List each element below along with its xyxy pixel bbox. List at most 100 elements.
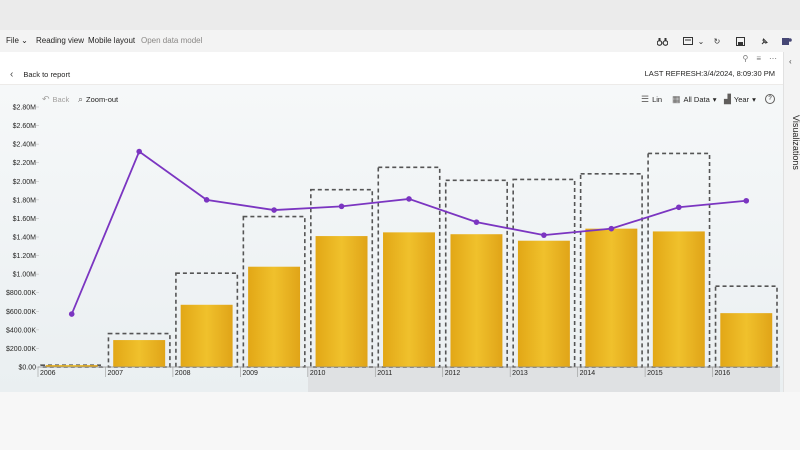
y-tick-label: $2.80M bbox=[13, 105, 37, 112]
y-tick-label: $1.20M bbox=[13, 253, 37, 260]
x-tick-label: 2012 bbox=[445, 370, 461, 377]
last-refresh-label: LAST REFRESH:3/4/2024, 8:09:30 PM bbox=[644, 69, 775, 78]
visualizations-pane-label: Visualizations bbox=[791, 115, 800, 170]
chevron-left-icon: ‹ bbox=[10, 69, 14, 80]
zoom-out-label: Zoom-out bbox=[86, 95, 119, 104]
x-axis-scroll-band[interactable] bbox=[308, 367, 780, 392]
y-tick-label: $2.40M bbox=[13, 142, 37, 149]
all-data-label: All Data bbox=[683, 95, 710, 104]
x-tick-label: 2009 bbox=[242, 370, 258, 377]
y-tick-label: $1.60M bbox=[13, 216, 37, 223]
binoculars-icon[interactable] bbox=[656, 35, 668, 47]
back-to-report-link[interactable]: ‹ Back to report bbox=[10, 69, 70, 80]
bar[interactable] bbox=[248, 266, 301, 367]
chart-back-button[interactable]: ↶ Back bbox=[42, 94, 69, 105]
help-icon: ? bbox=[765, 94, 775, 104]
save-icon[interactable] bbox=[734, 35, 746, 47]
bar[interactable] bbox=[45, 365, 98, 367]
all-data-dropdown[interactable]: ▦ All Data ▾ bbox=[672, 94, 717, 105]
x-tick-label: 2011 bbox=[377, 370, 392, 377]
filter-icon[interactable]: ≡ bbox=[756, 54, 761, 63]
open-data-model-button[interactable]: Open data model bbox=[141, 36, 203, 45]
x-tick-label: 2007 bbox=[107, 370, 123, 377]
target-outline[interactable] bbox=[714, 285, 778, 368]
undo-arrow-icon: ↶ bbox=[42, 94, 50, 104]
help-button[interactable]: ? bbox=[765, 94, 775, 104]
x-tick-label: 2016 bbox=[715, 370, 731, 377]
chevron-left-icon[interactable]: ‹ bbox=[789, 57, 792, 66]
x-tick-label: 2010 bbox=[310, 370, 326, 377]
bar[interactable] bbox=[585, 228, 638, 367]
x-tick-label: 2006 bbox=[40, 370, 56, 377]
visualizations-pane[interactable]: ‹ Visualizations bbox=[783, 52, 800, 392]
target-outline[interactable] bbox=[242, 215, 306, 368]
file-menu[interactable]: File ⌄ bbox=[6, 36, 28, 45]
x-tick-label: 2013 bbox=[512, 370, 528, 377]
teams-icon[interactable] bbox=[781, 35, 793, 47]
line-point[interactable] bbox=[541, 232, 547, 238]
chevron-down-icon[interactable]: ⌄ bbox=[697, 36, 705, 46]
pin-visual-icon[interactable]: ⚲ bbox=[742, 54, 749, 63]
line-point[interactable] bbox=[338, 203, 345, 210]
target-outline[interactable] bbox=[579, 173, 643, 368]
y-tick-label: $0.00 bbox=[18, 365, 36, 372]
line-scale-icon: ☰ bbox=[641, 94, 650, 104]
line-point[interactable] bbox=[203, 197, 210, 203]
view-icon[interactable] bbox=[682, 35, 694, 47]
y-tick-label: $1.00M bbox=[13, 272, 37, 279]
line-point[interactable] bbox=[473, 219, 480, 225]
back-to-report-label: Back to report bbox=[23, 70, 71, 79]
bottom-area bbox=[0, 392, 800, 450]
caret-down-icon: ▾ bbox=[712, 95, 717, 104]
bar[interactable] bbox=[450, 234, 503, 367]
target-outline[interactable] bbox=[647, 152, 711, 368]
chart-panel: ↶ Back ⌕ Zoom-out ☰ Lin ▦ All Data ▾ ▟ Y… bbox=[0, 85, 783, 392]
line-point[interactable] bbox=[608, 225, 615, 232]
line-point[interactable] bbox=[68, 311, 75, 317]
bar[interactable] bbox=[180, 304, 233, 367]
magnifier-icon: ⌕ bbox=[78, 94, 84, 104]
chart-back-label: Back bbox=[52, 95, 70, 104]
bar[interactable] bbox=[383, 232, 435, 367]
y-tick-label: $2.60M bbox=[13, 123, 37, 130]
linear-scale-button[interactable]: ☰ Lin bbox=[641, 94, 662, 105]
refresh-icon[interactable]: ↻ bbox=[713, 36, 721, 46]
x-axis: 2006 2007 2008 2009 2010 2011 2012 2013 2014 2015… bbox=[37, 366, 780, 377]
chart-toolbar: ↶ Back ⌕ Zoom-out ☰ Lin ▦ All Data ▾ ▟ Y… bbox=[0, 85, 783, 109]
target-outline[interactable] bbox=[377, 166, 441, 368]
reading-view-button[interactable]: Reading view bbox=[36, 36, 85, 45]
lin-label: Lin bbox=[652, 95, 663, 104]
caret-down-icon: ▾ bbox=[752, 95, 756, 104]
y-tick-label: $600.00K bbox=[6, 309, 36, 316]
target-outline[interactable] bbox=[107, 332, 171, 368]
bar-series bbox=[45, 228, 773, 367]
year-dropdown[interactable]: ▟ Year ▾ bbox=[724, 94, 756, 105]
combo-chart: $0.00 $200.00K $400.00K $600.00K $800.00K $1.… bbox=[6, 105, 780, 392]
visual-header: ⚲ ≡ ⋯ ‹ Back to report LAST REFRESH:3/4/… bbox=[0, 52, 783, 85]
title-band bbox=[0, 0, 800, 30]
target-outline[interactable] bbox=[512, 178, 576, 368]
bar-chart-icon: ▟ bbox=[724, 94, 731, 104]
line-point[interactable] bbox=[676, 204, 682, 211]
menu-bar: File ⌄ Reading view Mobile layout Open d… bbox=[0, 30, 800, 53]
target-outline[interactable] bbox=[444, 179, 508, 368]
bar[interactable] bbox=[113, 340, 166, 367]
x-tick-label: 2014 bbox=[580, 370, 596, 377]
pin-icon[interactable] bbox=[758, 35, 770, 47]
y-tick-label: $800.00K bbox=[6, 290, 36, 297]
bar[interactable] bbox=[517, 240, 570, 367]
y-tick-label: $400.00K bbox=[6, 327, 36, 334]
bar[interactable] bbox=[652, 231, 705, 367]
line-point[interactable] bbox=[406, 196, 412, 202]
line-point[interactable] bbox=[743, 197, 750, 204]
zoom-out-button[interactable]: ⌕ Zoom-out bbox=[78, 94, 118, 105]
line-point[interactable] bbox=[136, 148, 142, 155]
more-options-icon[interactable]: ⋯ bbox=[769, 54, 777, 63]
mobile-layout-button[interactable]: Mobile layout bbox=[88, 36, 136, 45]
line-point[interactable] bbox=[271, 207, 277, 213]
bar[interactable] bbox=[315, 236, 368, 367]
bar[interactable] bbox=[720, 313, 773, 367]
calendar-icon: ▦ bbox=[672, 94, 681, 104]
y-tick-label: $200.00K bbox=[6, 346, 36, 353]
y-tick-label: $2.00M bbox=[13, 179, 37, 186]
